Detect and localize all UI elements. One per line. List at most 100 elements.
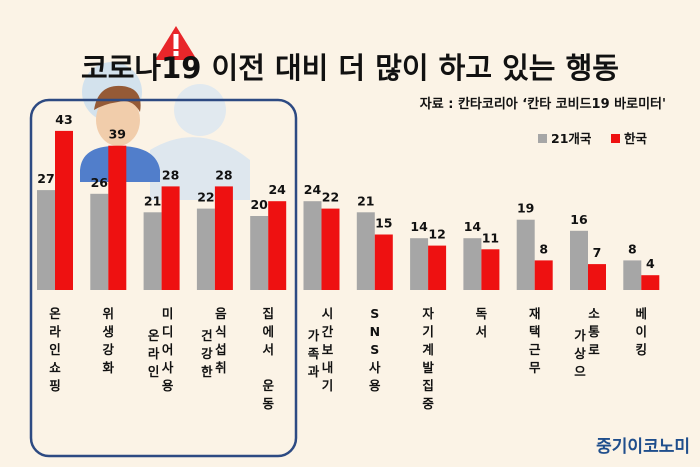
value-label-korea-4: 24 — [268, 182, 286, 197]
value-label-global-7: 14 — [410, 219, 428, 234]
category-label-2-char: 미 — [162, 306, 174, 321]
value-label-korea-8: 11 — [482, 230, 499, 245]
value-label-global-10: 16 — [570, 212, 588, 227]
category-label-5-char: 족 — [308, 346, 320, 361]
value-label-korea-11: 4 — [646, 256, 655, 271]
category-label-5-char: 과 — [308, 364, 320, 379]
category-label-11-char: 킹 — [636, 342, 648, 357]
category-label-0-char: 온 — [49, 306, 61, 321]
value-label-global-11: 8 — [628, 241, 637, 256]
category-label-1-char: 위 — [103, 306, 115, 321]
legend-swatch-korea — [611, 134, 620, 143]
bar-global-1 — [90, 193, 109, 290]
highlight-box — [29, 98, 298, 458]
bar-global-11 — [623, 260, 642, 290]
chart-title: 코로나19 이전 대비 더 많이 하고 있는 행동 — [81, 51, 619, 85]
category-label-0-char: 쇼 — [49, 360, 61, 375]
value-label-global-2: 21 — [144, 193, 161, 208]
bar-korea-5 — [321, 208, 340, 290]
category-label-6-char: N — [370, 324, 380, 339]
category-label-0-char: 인 — [49, 342, 61, 357]
category-label-6-char: 사 — [369, 360, 381, 375]
bar-global-10 — [570, 230, 588, 290]
category-label-7-char: 중 — [422, 396, 434, 411]
category-labels-group: 온라인쇼핑위생강화미디어사용온라인음식섭취건강한집에서운동시간보내기가족과SNS… — [49, 306, 647, 411]
category-label-9-char: 재 — [529, 306, 541, 321]
bar-global-5 — [303, 201, 322, 290]
category-label-5-char: 간 — [322, 324, 334, 339]
bar-global-0 — [37, 190, 55, 290]
category-label-2-char: 온 — [148, 328, 160, 343]
legend-label-global: 21개국 — [551, 131, 592, 146]
bar-global-3 — [196, 208, 215, 290]
bar-global-7 — [410, 238, 429, 290]
category-label-7-char: 집 — [422, 378, 434, 393]
category-label-4-char: 집 — [262, 306, 274, 321]
category-label-10-char: 로 — [588, 342, 600, 357]
category-label-0-char: 라 — [49, 324, 61, 339]
category-label-6-char: 용 — [369, 378, 381, 393]
bar-korea-2 — [161, 186, 180, 290]
category-label-2-char: 어 — [162, 342, 174, 357]
value-label-global-8: 14 — [464, 219, 482, 234]
brand-logo: 중기이코노미 — [596, 437, 690, 457]
bar-korea-4 — [268, 201, 287, 290]
category-label-11-char: 이 — [636, 324, 648, 339]
bar-korea-9 — [534, 260, 553, 290]
category-label-2-char: 라 — [148, 346, 160, 361]
value-label-global-4: 20 — [250, 197, 268, 212]
bar-korea-7 — [428, 245, 447, 290]
category-label-10-char: 으 — [574, 364, 586, 379]
bar-korea-6 — [374, 234, 393, 290]
category-label-1-char: 화 — [103, 360, 115, 375]
category-label-5-char: 내 — [322, 360, 334, 375]
bar-global-6 — [356, 212, 375, 290]
bar-global-8 — [463, 238, 482, 290]
value-label-global-5: 24 — [304, 182, 322, 197]
category-label-2-char: 디 — [162, 324, 174, 339]
category-label-9-char: 근 — [529, 342, 541, 357]
bar-korea-3 — [214, 186, 233, 290]
value-label-global-9: 19 — [517, 201, 534, 216]
value-label-korea-9: 8 — [539, 241, 548, 256]
category-label-7-char: 자 — [422, 306, 434, 321]
category-label-3-char: 음 — [215, 306, 227, 321]
category-label-5-char: 시 — [322, 306, 334, 321]
category-label-10-char: 가 — [574, 328, 586, 343]
category-label-9-char: 택 — [529, 324, 541, 339]
bar-global-4 — [250, 216, 269, 290]
category-label-5-char: 가 — [308, 328, 320, 343]
bars-group — [37, 130, 660, 290]
value-label-korea-10: 7 — [593, 245, 602, 260]
category-label-3-char: 한 — [201, 364, 213, 379]
category-label-7-char: 계 — [422, 342, 434, 357]
bar-korea-1 — [108, 145, 127, 290]
category-label-1-char: 강 — [103, 342, 115, 357]
category-label-4-char: 에 — [262, 324, 274, 339]
category-label-6-char: S — [370, 306, 379, 321]
category-label-6-char: S — [370, 342, 379, 357]
category-label-10-char: 통 — [588, 324, 600, 339]
value-label-korea-5: 22 — [322, 190, 339, 205]
legend: 21개국 한국 — [538, 131, 648, 146]
warning-icon — [155, 26, 197, 60]
category-label-7-char: 발 — [422, 360, 434, 375]
category-label-3-char: 건 — [201, 328, 213, 343]
bar-korea-11 — [641, 275, 660, 290]
value-label-korea-3: 28 — [215, 167, 232, 182]
value-label-korea-1: 39 — [109, 127, 126, 142]
category-label-2-char: 사 — [162, 360, 174, 375]
category-label-4-char: 동 — [262, 396, 274, 411]
value-label-korea-2: 28 — [162, 167, 179, 182]
value-label-global-3: 22 — [197, 190, 214, 205]
category-label-0-char: 핑 — [49, 378, 61, 393]
category-label-3-char: 취 — [215, 360, 227, 375]
bar-global-2 — [143, 212, 162, 290]
value-label-global-6: 21 — [357, 193, 374, 208]
chart-source: 자료 : 칸타코리아 ‘칸타 코비드19 바로미터' — [420, 96, 666, 112]
category-label-8-char: 서 — [476, 324, 488, 339]
category-label-7-char: 기 — [422, 324, 434, 339]
